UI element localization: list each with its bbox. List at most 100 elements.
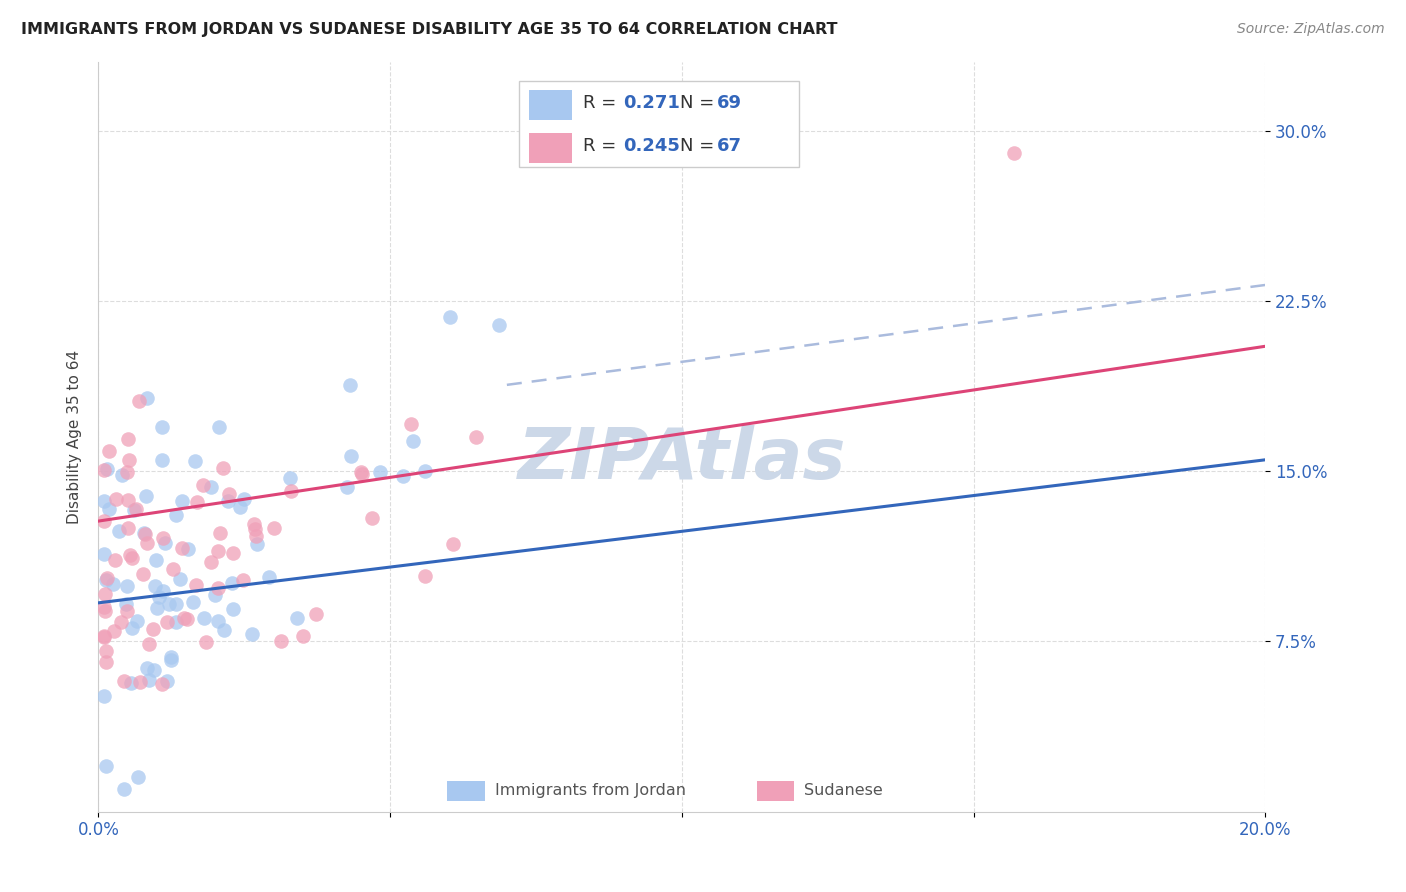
FancyBboxPatch shape bbox=[756, 781, 794, 801]
Point bbox=[177, 541, 200, 556]
Point bbox=[136, 661, 159, 675]
Point bbox=[221, 576, 243, 591]
Text: Sudanese: Sudanese bbox=[804, 783, 883, 798]
Point bbox=[135, 489, 157, 503]
Point bbox=[96, 462, 118, 476]
Point bbox=[170, 541, 193, 556]
Text: Immigrants from Jordan: Immigrants from Jordan bbox=[495, 783, 686, 798]
Point bbox=[245, 522, 267, 536]
Point bbox=[305, 607, 328, 621]
Point bbox=[127, 615, 149, 629]
Point bbox=[160, 650, 183, 665]
Point bbox=[270, 633, 292, 648]
Point bbox=[152, 531, 174, 545]
Point bbox=[108, 524, 131, 538]
Point bbox=[118, 549, 141, 563]
Point bbox=[136, 391, 159, 405]
Point bbox=[232, 573, 254, 587]
Text: N =: N = bbox=[679, 136, 720, 155]
Point bbox=[166, 508, 188, 522]
Point bbox=[222, 602, 245, 616]
Point bbox=[280, 484, 302, 499]
Point bbox=[96, 573, 118, 587]
Point bbox=[121, 550, 143, 565]
Point bbox=[1004, 146, 1026, 161]
Point bbox=[184, 454, 207, 468]
Point bbox=[94, 759, 117, 773]
Point bbox=[233, 492, 256, 507]
Text: R =: R = bbox=[582, 94, 621, 112]
Point bbox=[128, 674, 150, 689]
Point bbox=[285, 611, 308, 625]
FancyBboxPatch shape bbox=[529, 90, 572, 120]
Point bbox=[156, 615, 179, 629]
Point bbox=[229, 500, 252, 514]
Point bbox=[218, 487, 240, 501]
Point bbox=[200, 480, 222, 494]
Point bbox=[204, 588, 226, 602]
Point bbox=[181, 595, 204, 609]
Point bbox=[339, 378, 361, 392]
Point bbox=[240, 627, 263, 641]
Point bbox=[146, 600, 169, 615]
Point bbox=[115, 604, 138, 618]
Point bbox=[93, 629, 115, 643]
Point bbox=[94, 644, 117, 658]
Point bbox=[160, 653, 183, 667]
Point bbox=[132, 566, 155, 581]
Point bbox=[162, 562, 184, 576]
Point bbox=[138, 673, 160, 688]
Point bbox=[173, 610, 195, 624]
Point bbox=[103, 624, 125, 639]
Text: Source: ZipAtlas.com: Source: ZipAtlas.com bbox=[1237, 22, 1385, 37]
Point bbox=[368, 465, 391, 479]
Point bbox=[150, 420, 173, 434]
Point bbox=[392, 468, 415, 483]
Point bbox=[111, 467, 134, 482]
Point bbox=[399, 417, 422, 432]
Point bbox=[117, 432, 139, 446]
Point bbox=[93, 630, 115, 644]
Point bbox=[278, 470, 301, 484]
Point bbox=[93, 689, 115, 703]
Point bbox=[145, 552, 167, 566]
Point bbox=[243, 517, 266, 532]
Point bbox=[340, 449, 363, 463]
Point bbox=[97, 502, 120, 516]
Point bbox=[115, 579, 138, 593]
Point bbox=[439, 310, 461, 324]
Point bbox=[127, 770, 149, 784]
Point bbox=[291, 629, 314, 643]
Point bbox=[245, 529, 267, 543]
Point bbox=[143, 663, 166, 677]
Point bbox=[193, 611, 215, 625]
Point bbox=[208, 420, 231, 434]
Point bbox=[93, 599, 115, 614]
Point bbox=[155, 674, 177, 689]
Point bbox=[217, 494, 239, 508]
Point bbox=[153, 536, 176, 550]
Point bbox=[465, 430, 488, 444]
Point bbox=[148, 590, 170, 604]
Point bbox=[246, 537, 269, 551]
Point bbox=[115, 465, 138, 479]
Point bbox=[209, 525, 232, 540]
FancyBboxPatch shape bbox=[447, 781, 485, 801]
Point bbox=[93, 494, 115, 508]
Point bbox=[117, 521, 139, 535]
Point bbox=[360, 510, 382, 524]
Point bbox=[93, 514, 115, 528]
Point bbox=[176, 612, 198, 626]
Point bbox=[350, 467, 373, 481]
Point bbox=[263, 521, 285, 535]
Point bbox=[186, 495, 208, 509]
Point bbox=[207, 581, 229, 595]
Point bbox=[94, 605, 117, 619]
Point bbox=[98, 444, 121, 458]
Point bbox=[350, 465, 373, 479]
Text: 0.271: 0.271 bbox=[623, 94, 681, 112]
Point bbox=[488, 318, 510, 332]
Point bbox=[103, 577, 125, 591]
Point bbox=[136, 536, 159, 550]
FancyBboxPatch shape bbox=[529, 133, 572, 163]
